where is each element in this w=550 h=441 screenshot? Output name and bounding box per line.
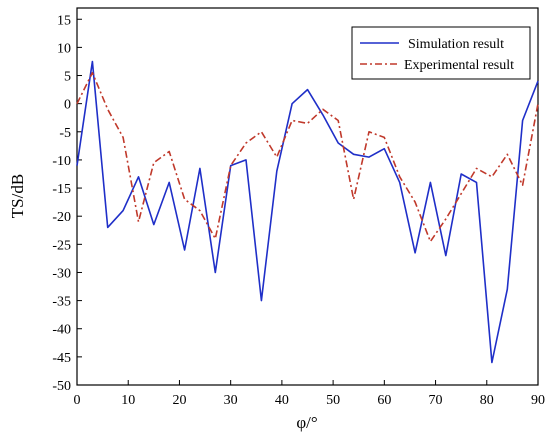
plot-frame: [76, 7, 539, 386]
legend: Simulation result Experimental result: [351, 26, 531, 80]
x-tick-label: 10: [121, 393, 135, 408]
x-axis-title: φ/°: [296, 413, 317, 432]
series-line-experimental: [76, 71, 539, 243]
y-tick-label: -10: [52, 154, 71, 169]
ticks-layer: 0 10 20 30 40 50 60 70 80 90151050-5-10-15-20-25-…: [52, 13, 545, 408]
x-tick-label: 40: [275, 393, 289, 408]
x-tick-label: 90: [531, 393, 545, 408]
x-tick-label: 0: [74, 393, 81, 408]
y-tick-label: 10: [57, 41, 71, 56]
series-layer: [76, 60, 539, 364]
x-tick-label: 20: [172, 393, 186, 408]
x-tick-label: 80: [480, 393, 494, 408]
y-tick-label: -30: [52, 266, 71, 281]
legend-label-experimental: Experimental result: [404, 58, 514, 73]
y-tick-label: 5: [64, 70, 71, 85]
y-tick-label: -15: [52, 182, 71, 197]
legend-box: [351, 26, 531, 80]
x-tick-label: 30: [224, 393, 238, 408]
y-tick-label: 0: [64, 98, 71, 113]
y-tick-label: -20: [52, 210, 71, 225]
y-axis-title: TS/dB: [8, 174, 27, 218]
y-tick-label: 15: [57, 13, 71, 28]
y-tick-label: -25: [52, 238, 71, 253]
y-tick-label: -40: [52, 323, 71, 338]
y-tick-label: -50: [52, 379, 71, 394]
y-tick-label: -45: [52, 351, 71, 366]
y-tick-label: -35: [52, 295, 71, 310]
series-line-simulation: [76, 60, 539, 364]
x-tick-label: 60: [377, 393, 391, 408]
x-tick-label: 70: [429, 393, 443, 408]
y-tick-label: -5: [59, 126, 71, 141]
legend-label-simulation: Simulation result: [408, 37, 504, 52]
x-tick-label: 50: [326, 393, 340, 408]
